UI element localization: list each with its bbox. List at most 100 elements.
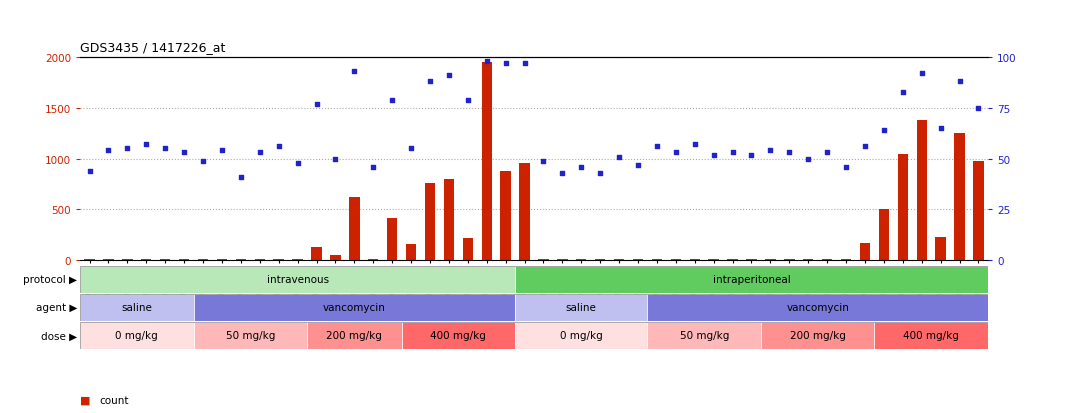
Text: 50 mg/kg: 50 mg/kg [225, 330, 274, 341]
Bar [647, 294, 988, 321]
Bar [647, 322, 760, 349]
Text: dose ▶: dose ▶ [41, 330, 77, 341]
Point [214, 148, 231, 154]
Bar [897, 154, 908, 261]
Point [364, 164, 381, 171]
Point [535, 158, 552, 164]
Text: intravenous: intravenous [267, 274, 329, 285]
Bar [760, 322, 875, 349]
Bar [236, 260, 246, 261]
Point [611, 154, 628, 161]
Bar [519, 163, 530, 261]
Bar [557, 260, 567, 261]
Bar [538, 260, 549, 261]
Point [175, 150, 192, 157]
Bar [671, 260, 681, 261]
Bar [254, 260, 265, 261]
Bar [406, 244, 417, 261]
Point [572, 164, 590, 171]
Bar [293, 260, 303, 261]
Bar [860, 243, 870, 261]
Bar [501, 171, 511, 261]
Point [251, 150, 268, 157]
Bar [198, 260, 208, 261]
Text: GDS3435 / 1417226_at: GDS3435 / 1417226_at [80, 41, 225, 54]
Point [876, 128, 893, 134]
Text: 0 mg/kg: 0 mg/kg [560, 330, 602, 341]
Bar [875, 322, 988, 349]
Bar [193, 294, 515, 321]
Point [932, 126, 949, 132]
Bar [690, 260, 700, 261]
Point [837, 164, 854, 171]
Bar [916, 121, 927, 261]
Point [629, 162, 646, 169]
Point [592, 170, 609, 177]
Text: ■: ■ [80, 395, 91, 405]
Point [951, 79, 968, 85]
Bar [765, 260, 775, 261]
Bar [330, 255, 341, 261]
Point [497, 61, 514, 67]
Bar [803, 260, 814, 261]
Bar [217, 259, 227, 261]
Bar [784, 260, 795, 261]
Bar [515, 322, 647, 349]
Point [743, 152, 760, 159]
Bar [273, 260, 284, 261]
Point [800, 156, 817, 162]
Bar [193, 322, 308, 349]
Text: count: count [99, 395, 129, 405]
Point [913, 71, 930, 77]
Point [761, 148, 779, 154]
Point [970, 105, 987, 112]
Bar [387, 218, 397, 261]
Point [459, 97, 476, 104]
Bar [973, 161, 984, 261]
Point [894, 89, 911, 95]
Text: agent ▶: agent ▶ [35, 302, 77, 313]
Bar [80, 322, 193, 349]
Bar [425, 183, 435, 261]
Point [233, 174, 250, 181]
Bar [727, 260, 738, 261]
Point [422, 79, 439, 85]
Text: 50 mg/kg: 50 mg/kg [679, 330, 728, 341]
Point [818, 150, 835, 157]
Point [857, 144, 874, 150]
Text: vancomycin: vancomycin [786, 302, 849, 313]
Text: intraperitoneal: intraperitoneal [712, 274, 790, 285]
Bar [80, 266, 515, 293]
Bar [515, 266, 988, 293]
Bar [879, 210, 889, 261]
Bar [349, 198, 360, 261]
Bar [80, 294, 193, 321]
Bar [443, 180, 454, 261]
Bar [160, 260, 171, 261]
Point [668, 150, 685, 157]
Point [194, 158, 211, 164]
Point [138, 142, 155, 148]
Point [403, 146, 420, 152]
Point [157, 146, 174, 152]
Bar [841, 260, 851, 261]
Bar [576, 260, 586, 261]
Bar [462, 238, 473, 261]
Point [383, 97, 400, 104]
Bar [179, 260, 189, 261]
Point [781, 150, 798, 157]
Bar [822, 260, 832, 261]
Bar [84, 259, 95, 261]
Text: 200 mg/kg: 200 mg/kg [327, 330, 382, 341]
Point [705, 152, 722, 159]
Point [554, 170, 571, 177]
Text: 400 mg/kg: 400 mg/kg [430, 330, 486, 341]
Point [724, 150, 741, 157]
Bar [595, 260, 606, 261]
Point [516, 61, 533, 67]
Point [100, 148, 117, 154]
Bar [311, 247, 321, 261]
Point [270, 144, 287, 150]
Point [687, 142, 704, 148]
Bar [955, 134, 964, 261]
